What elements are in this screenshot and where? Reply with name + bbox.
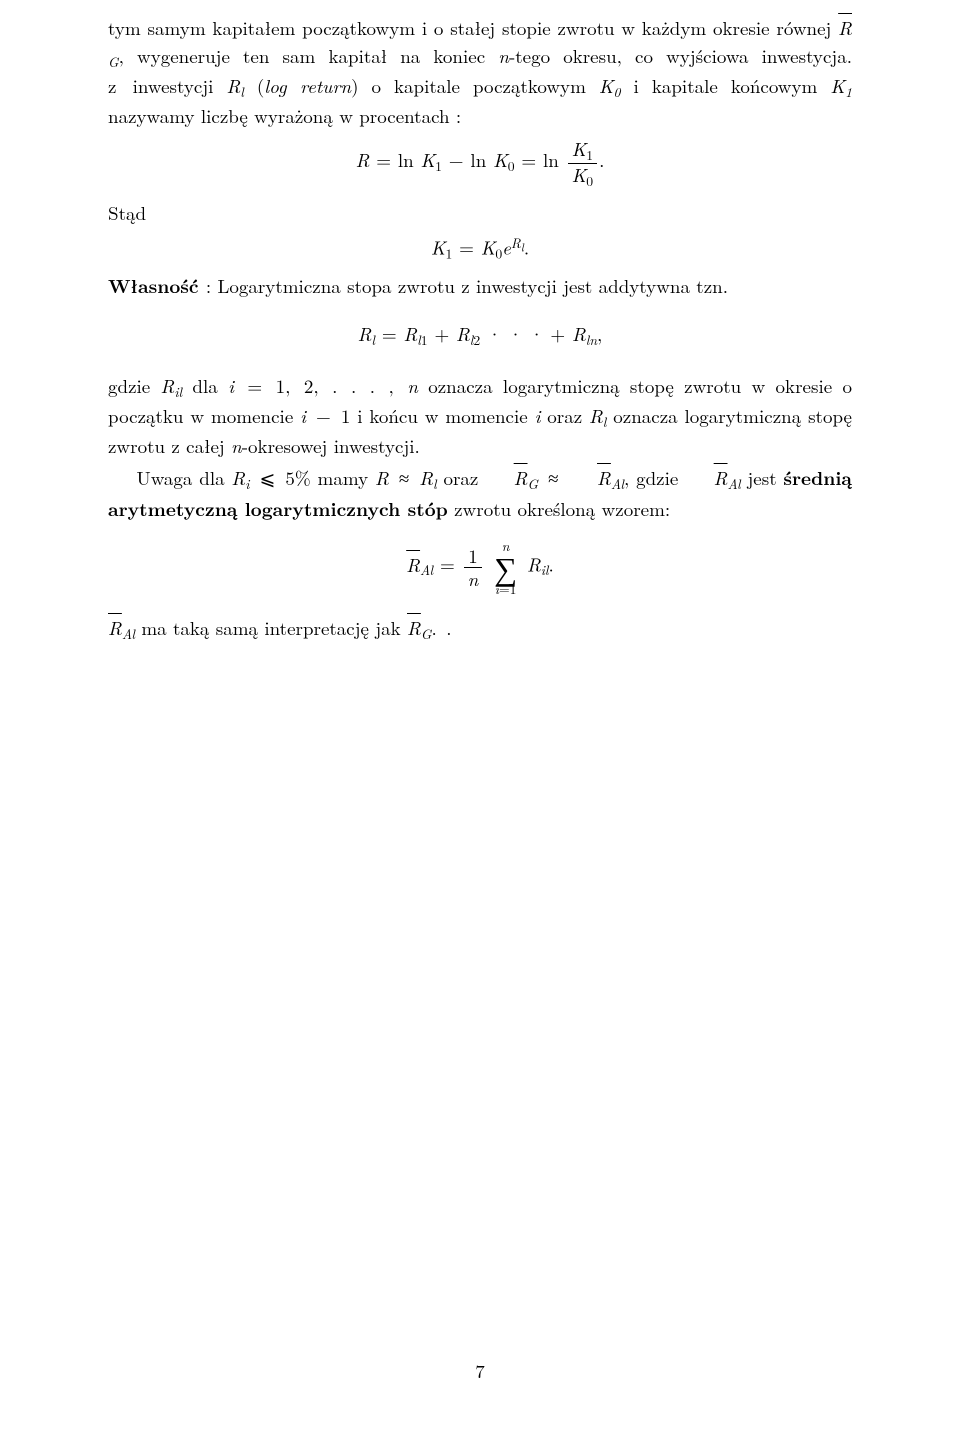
label-wlasnosc: Własność <box>108 271 206 299</box>
u3: oraz <box>437 464 486 491</box>
formula-log-return: R = ln K1 − ln K0 = ln K1 K0 . <box>108 138 852 188</box>
u1: Uwaga dla <box>137 464 232 491</box>
t7: -okresowej inwestycji. <box>242 432 420 459</box>
para-interp: RAl ma taką samą interpretację jak RG. . <box>108 614 852 644</box>
para-uwaga: Uwaga dla Ri ⩽ 5% mamy R ≈ Rl oraz RG ≈ … <box>108 463 852 523</box>
u4: , gdzie <box>624 464 685 491</box>
t4: i końcu w momencie <box>350 402 534 429</box>
i1: ma taką samą interpretację jak <box>135 614 407 641</box>
u7: zwrotu określoną wzorem: <box>448 495 670 522</box>
t2: dla <box>182 372 228 399</box>
u2: mamy <box>311 464 375 491</box>
page: tym samym kapitałem początkowym i o stał… <box>0 0 960 1448</box>
page-number: 7 <box>0 1357 960 1384</box>
t1: gdzie <box>108 372 161 399</box>
formula-additive: Rl = Rl1 + Rl2 · · · + Rln, <box>108 323 852 348</box>
t5: oraz <box>540 402 589 429</box>
formula-k1: K1 = K0eRl. <box>108 235 852 262</box>
text-wlasnosc: : Logarytmiczna stopa zwrotu z inwestycj… <box>206 272 728 299</box>
para-gdzie: gdzie Ril dla i = 1, 2, . . . , n oznacz… <box>108 372 852 460</box>
para-wlasnosc: Własność : Logarytmiczna stopa zwrotu z … <box>108 271 852 300</box>
formula-mean: RAl = 1 n n ∑ i=1 Ril. <box>108 539 852 595</box>
para-stad: Stąd <box>108 199 852 227</box>
u5: jest <box>741 464 784 491</box>
para-intro: tym samym kapitałem początkowym i o stał… <box>108 14 852 130</box>
